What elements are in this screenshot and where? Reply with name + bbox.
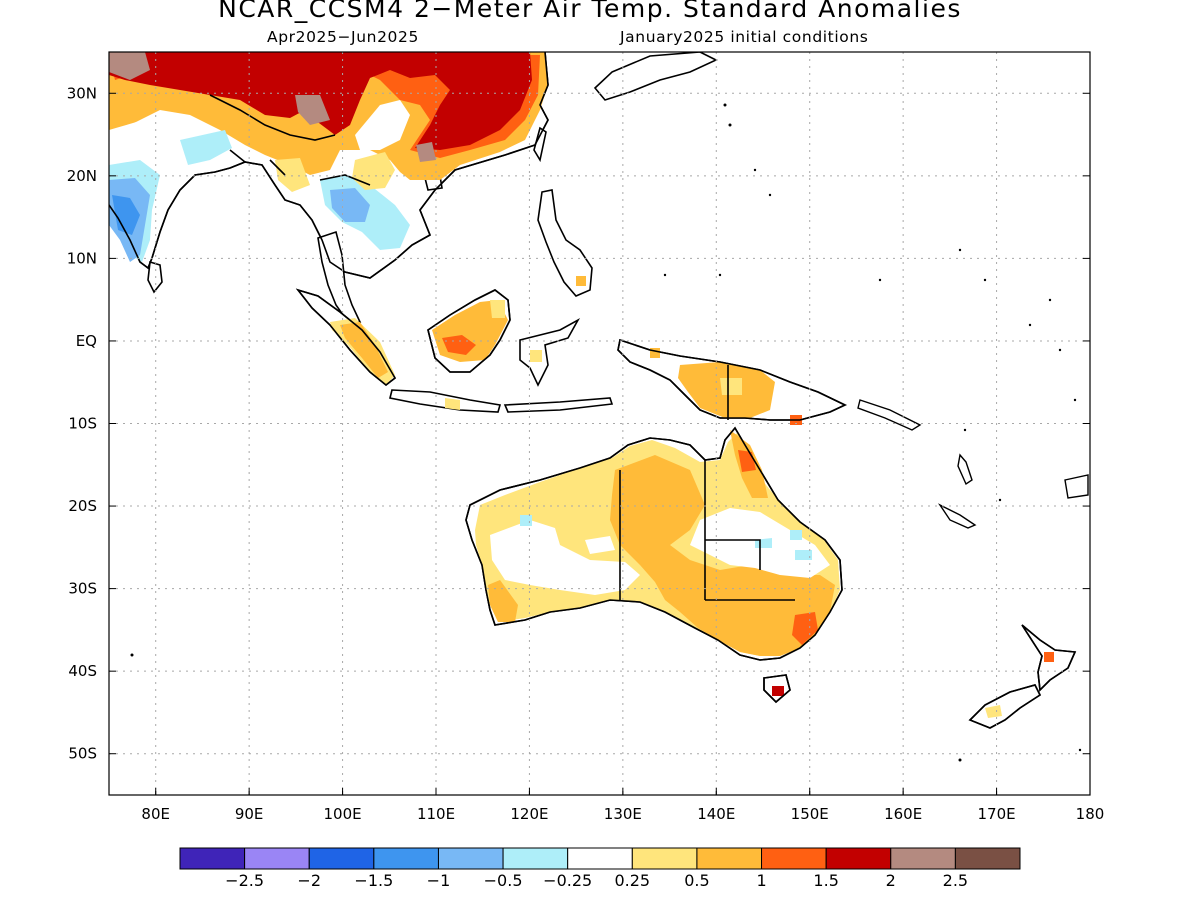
colorbar-label: −2.5 bbox=[225, 871, 264, 890]
colorbar-label: 2.5 bbox=[943, 871, 968, 890]
tick-label-lon: 170E bbox=[978, 805, 1016, 823]
colorbar-swatch bbox=[179, 847, 246, 870]
landmass-japan bbox=[593, 52, 718, 101]
tick-label-lat: 30N bbox=[67, 84, 97, 102]
colorbar-swatch bbox=[244, 847, 310, 870]
tick-label-lon: 140E bbox=[697, 805, 735, 823]
colorbar-swatch bbox=[437, 847, 504, 870]
landmass-vanuatu bbox=[957, 453, 973, 486]
colorbar-swatch bbox=[373, 847, 439, 870]
anomaly-himalaya-warm bbox=[275, 158, 310, 192]
colorbar-label: 1 bbox=[756, 871, 766, 890]
landmass-philippines bbox=[537, 189, 593, 297]
colorbar-swatch bbox=[308, 847, 375, 870]
anomaly-asia-east-neutral bbox=[355, 100, 410, 150]
colorbar: −2.5 −2 −1.5 −1 −0.5 −0.25 0.25 0.5 1 1.5 2 2.5 bbox=[179, 847, 1021, 890]
colorbar-swatch bbox=[825, 847, 892, 870]
anomaly-australia-cool-1 bbox=[520, 515, 532, 526]
anomaly-australia-cool-3 bbox=[795, 550, 812, 560]
tick-label-lat: EQ bbox=[76, 332, 97, 350]
anomaly-indochina-cold bbox=[330, 188, 370, 222]
landmass-sri-lanka bbox=[147, 260, 163, 294]
colorbar-swatch bbox=[890, 847, 956, 870]
initial-conditions: January2025 initial conditions bbox=[620, 28, 869, 46]
colorbar-label: −0.25 bbox=[543, 871, 592, 890]
tick-label-lat: 10S bbox=[68, 415, 97, 433]
anomaly-java-warm bbox=[445, 398, 460, 410]
anomaly-tasmania-very-strong bbox=[772, 686, 784, 696]
tick-label-lon: 100E bbox=[324, 805, 362, 823]
anomaly-asia-extreme-east bbox=[416, 142, 436, 162]
colorbar-swatch bbox=[696, 847, 763, 870]
anomaly-indochina-warm bbox=[352, 152, 395, 190]
tick-label-lon: 160E bbox=[884, 805, 922, 823]
colorbar-swatch bbox=[954, 847, 1021, 870]
anomaly-australia-moderate bbox=[610, 455, 835, 656]
anomaly-australia-neutral-1 bbox=[490, 520, 640, 595]
anomaly-wa-moderate bbox=[488, 580, 518, 622]
anomaly-sulawesi-warm bbox=[530, 350, 542, 362]
colorbar-label: 0.25 bbox=[614, 871, 650, 890]
anomaly-philippines-moderate bbox=[576, 276, 586, 286]
landmass-solomon-islands bbox=[857, 399, 922, 431]
anomaly-borneo-strong bbox=[442, 335, 476, 355]
anomaly-borneo-warm bbox=[490, 300, 505, 318]
landmass-nz-south bbox=[968, 684, 1042, 729]
anomaly-nz-north-strong bbox=[1044, 652, 1054, 662]
tick-label-lat: 10N bbox=[67, 249, 97, 267]
colorbar-label: 2 bbox=[886, 871, 896, 890]
colorbar-label: −0.5 bbox=[484, 871, 523, 890]
colorbar-swatch bbox=[761, 847, 827, 870]
forecast-period: Apr2025−Jun2025 bbox=[267, 28, 419, 46]
map-title: NCAR_CCSM4 2−Meter Air Temp. Standard An… bbox=[218, 0, 962, 23]
tick-label-lat: 20S bbox=[68, 497, 97, 515]
coastlines bbox=[109, 52, 1077, 729]
anomaly-australia-neutral-3 bbox=[585, 536, 615, 554]
colorbar-label: −1.5 bbox=[354, 871, 393, 890]
tick-label-lat: 40S bbox=[68, 662, 97, 680]
landmass-new-caledonia bbox=[937, 503, 977, 529]
gridlines bbox=[109, 52, 1090, 795]
colorbar-label: 1.5 bbox=[813, 871, 838, 890]
anomaly-sumatra-moderate bbox=[340, 322, 388, 378]
anomaly-asia-extreme-center bbox=[295, 95, 330, 125]
colorbar-swatch bbox=[631, 847, 698, 870]
anomaly-india-colder bbox=[112, 195, 140, 235]
anomaly-nsw-strong bbox=[792, 612, 818, 645]
axis-ticks: 80E 90E 100E 110E 120E 130E 140E 150E 160E 170E 18… bbox=[67, 84, 1105, 823]
anomaly-himalaya-cool bbox=[180, 130, 232, 165]
colorbar-swatch bbox=[502, 847, 569, 870]
pacific-islets bbox=[130, 103, 1082, 762]
tick-label-lat: 20N bbox=[67, 167, 97, 185]
colorbar-label: −1 bbox=[427, 871, 451, 890]
colorbar-label: 0.5 bbox=[684, 871, 709, 890]
landmass-lesser-sunda bbox=[503, 397, 614, 413]
colorbar-swatch bbox=[567, 847, 633, 870]
tick-label-lon: 110E bbox=[417, 805, 455, 823]
anomaly-australia-cool-4 bbox=[790, 530, 802, 540]
colorbar-label: −2 bbox=[297, 871, 321, 890]
tick-label-lon: 150E bbox=[791, 805, 829, 823]
tick-label-lat: 30S bbox=[68, 580, 97, 598]
tick-label-lon: 80E bbox=[141, 805, 170, 823]
tick-label-lon: 120E bbox=[510, 805, 548, 823]
landmass-sulawesi bbox=[519, 317, 581, 387]
anomaly-asia-extreme-west bbox=[109, 52, 150, 80]
map-field bbox=[109, 52, 1090, 795]
anomaly-newguinea-warm bbox=[720, 378, 742, 395]
tick-label-lon: 90E bbox=[235, 805, 264, 823]
anomaly-nz-south-warm bbox=[985, 705, 1002, 718]
landmass-fiji bbox=[1064, 474, 1089, 499]
tick-label-lon: 180 bbox=[1076, 805, 1105, 823]
tick-label-lon: 130E bbox=[604, 805, 642, 823]
tick-label-lat: 50S bbox=[68, 745, 97, 763]
